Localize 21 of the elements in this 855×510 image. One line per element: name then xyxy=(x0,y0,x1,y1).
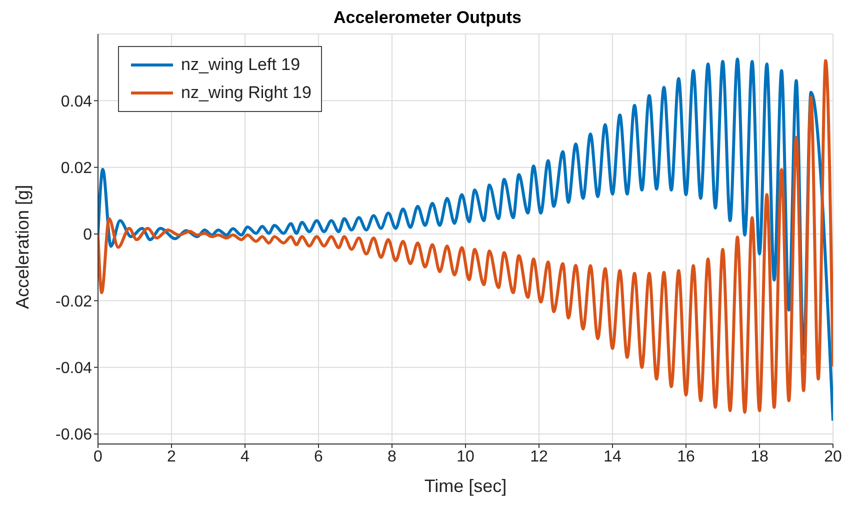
x-tick-label: 10 xyxy=(456,448,474,466)
y-tick-label: 0.04 xyxy=(60,93,92,110)
x-tick-label: 4 xyxy=(240,448,250,466)
y-tick-label: -0.02 xyxy=(56,293,92,310)
x-axis-title: Time [sec] xyxy=(424,476,507,496)
legend-label: nz_wing Left 19 xyxy=(181,54,300,76)
y-tick-label: -0.06 xyxy=(56,426,92,444)
x-tick-label: 14 xyxy=(604,448,622,466)
x-tick-label: 2 xyxy=(167,448,176,466)
chart-title: Accelerometer Outputs xyxy=(332,8,522,28)
x-tick-label: 20 xyxy=(824,448,842,466)
x-tick-label: 18 xyxy=(750,448,768,466)
x-tick-label: 16 xyxy=(677,448,695,466)
x-tick-label: 6 xyxy=(314,448,324,466)
x-tick-label: 8 xyxy=(388,448,397,466)
y-tick-label: 0.02 xyxy=(60,160,92,178)
y-tick-label: 0 xyxy=(83,226,92,244)
y-tick-label: -0.04 xyxy=(56,360,92,378)
legend-label: nz_wing Right 19 xyxy=(181,82,312,104)
y-axis-title: Acceleration [g] xyxy=(12,184,32,309)
x-tick-label: 12 xyxy=(530,448,548,466)
